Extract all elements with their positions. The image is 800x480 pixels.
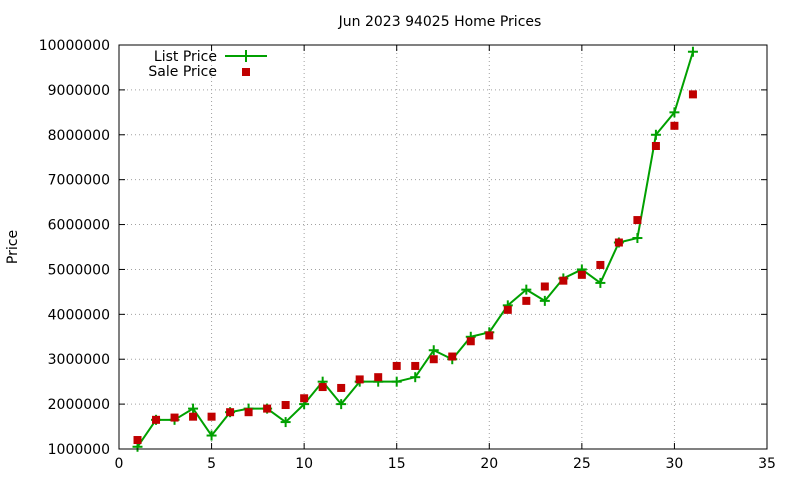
point-list-price — [391, 376, 402, 387]
point-sale-price — [577, 270, 586, 279]
y-tick-label: 5000000 — [48, 262, 110, 278]
point-sale-price — [596, 260, 605, 269]
point-list-price — [595, 277, 606, 288]
point-sale-price — [355, 375, 364, 384]
point-list-price — [650, 129, 661, 140]
point-sale-price — [559, 276, 568, 285]
y-tick-label: 7000000 — [48, 173, 110, 189]
legend-marker-list-price — [240, 50, 252, 62]
point-sale-price — [263, 404, 272, 413]
point-sale-price — [485, 331, 494, 340]
x-tick-label: 30 — [666, 456, 684, 472]
point-sale-price — [207, 412, 216, 421]
axis-ticks: 0 5 10 15 20 25 30 35 1000000 2000000 3000000 40000… — [39, 38, 776, 472]
x-tick-label: 35 — [758, 456, 776, 472]
point-sale-price — [411, 361, 420, 370]
point-sale-price — [651, 142, 660, 150]
point-list-price — [188, 403, 199, 414]
point-sale-price — [152, 415, 161, 424]
point-list-price — [280, 417, 291, 428]
point-sale-price — [448, 352, 457, 361]
y-tick-label: 10000000 — [39, 38, 110, 54]
x-tick-label: 25 — [573, 456, 591, 472]
x-tick-label: 0 — [115, 456, 124, 472]
legend-marker-sale-price — [242, 68, 250, 76]
point-sale-price — [318, 383, 327, 392]
series-line-list-price — [136, 51, 694, 448]
point-list-price — [206, 430, 217, 441]
x-tick-label: 10 — [295, 456, 313, 472]
point-sale-price — [392, 361, 401, 370]
point-sale-price — [614, 238, 623, 247]
x-tick-label: 5 — [207, 456, 216, 472]
x-tick-label: 15 — [388, 456, 406, 472]
point-list-price — [539, 295, 550, 306]
point-sale-price — [170, 413, 179, 422]
point-sale-price — [466, 337, 475, 346]
point-sale-price — [633, 216, 642, 225]
point-list-price — [669, 107, 680, 118]
point-list-price — [428, 345, 439, 356]
legend-label-list-price: List Price — [154, 49, 217, 65]
y-tick-label: 4000000 — [48, 307, 110, 323]
point-list-price — [687, 46, 698, 57]
point-list-price — [336, 399, 347, 410]
point-sale-price — [189, 412, 198, 421]
y-tick-label: 3000000 — [48, 352, 110, 368]
grid-lines — [119, 45, 767, 449]
point-sale-price — [244, 408, 253, 417]
point-sale-price — [503, 305, 512, 314]
y-tick-label: 8000000 — [48, 128, 110, 144]
point-list-price — [521, 284, 532, 295]
x-tick-label: 20 — [480, 456, 498, 472]
y-tick-label: 6000000 — [48, 218, 110, 234]
point-sale-price — [226, 408, 235, 417]
y-tick-label: 9000000 — [48, 83, 110, 99]
legend: List Price Sale Price — [148, 49, 267, 80]
series-layer — [132, 46, 698, 452]
point-sale-price — [337, 383, 346, 392]
point-sale-price — [540, 282, 549, 291]
y-tick-label: 2000000 — [48, 397, 110, 413]
point-sale-price — [688, 90, 697, 99]
point-sale-price — [281, 401, 290, 410]
point-sale-price — [374, 373, 383, 382]
point-sale-price — [133, 436, 142, 445]
y-axis-label: Price — [5, 230, 21, 264]
point-sale-price — [300, 394, 309, 403]
point-list-price — [410, 372, 421, 383]
legend-label-sale-price: Sale Price — [148, 64, 217, 80]
point-sale-price — [522, 296, 531, 305]
y-tick-label: 1000000 — [48, 442, 110, 458]
chart-title: Jun 2023 94025 Home Prices — [338, 14, 542, 30]
point-sale-price — [429, 355, 438, 364]
plot-frame — [118, 44, 768, 450]
point-sale-price — [670, 121, 679, 130]
point-list-price — [632, 233, 643, 244]
